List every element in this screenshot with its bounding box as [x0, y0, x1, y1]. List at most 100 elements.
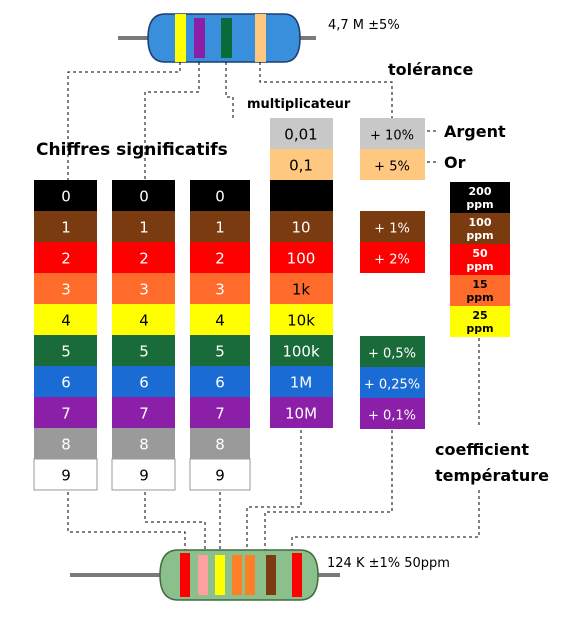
digit1-value: 4 — [61, 312, 71, 330]
digit1-cell: 7 — [34, 397, 97, 428]
digit1-swatch — [34, 335, 97, 366]
digit2-value: 3 — [139, 281, 149, 299]
temperature-swatch — [450, 244, 510, 275]
multiplier-cell: 1M — [270, 366, 333, 397]
connector-bottom-digit2 — [144, 492, 206, 552]
digit1-cell: 1 — [34, 211, 97, 242]
digit2-cell: 0 — [112, 180, 175, 211]
top-resistor-label: 4,7 M ±5% — [328, 18, 400, 33]
digit3-swatch — [190, 428, 250, 459]
tolerance-value: + 5% — [374, 160, 410, 175]
digit2-value: 6 — [139, 374, 149, 392]
temperature-value: 15 — [472, 278, 487, 291]
digit3-swatch — [189, 458, 251, 491]
digit2-cell: 5 — [112, 335, 175, 366]
digit2-cell: 1 — [112, 211, 175, 242]
tolerance-value: + 10% — [370, 129, 414, 144]
temperature-swatch — [450, 306, 510, 337]
tolerance-cell: + 1% — [360, 211, 425, 242]
digit2-value: 8 — [139, 436, 149, 454]
digit1-cell: 5 — [34, 335, 97, 366]
digit3-cell: 2 — [190, 242, 250, 273]
digit1-value: 6 — [61, 374, 71, 392]
temperature-unit: ppm — [466, 291, 493, 304]
digit2-swatch — [112, 304, 175, 335]
digit3-value: 5 — [215, 343, 225, 361]
silver-label: Argent — [444, 122, 506, 141]
multiplier-swatch — [270, 366, 333, 397]
tolerance-swatch — [360, 367, 425, 398]
temperature-label-line2: température — [435, 466, 549, 485]
connector-bottom-multiplier — [246, 430, 302, 552]
digit1-swatch — [34, 428, 97, 459]
digit1-swatch — [34, 366, 97, 397]
temperature-cell: 50ppm — [450, 244, 510, 275]
digit1-swatch — [34, 211, 97, 242]
connector-tolerance — [259, 62, 393, 118]
temperature-value: 100 — [469, 216, 492, 229]
multiplier-cell: 10 — [270, 211, 333, 242]
digit2-cell: 3 — [112, 273, 175, 304]
digit3-cell: 5 — [190, 335, 250, 366]
digit2-value: 0 — [139, 188, 149, 206]
digit3-value: 8 — [215, 436, 225, 454]
digit3-swatch — [190, 180, 250, 211]
digit3-value: 2 — [215, 250, 225, 268]
tolerance-cell: + 2% — [360, 242, 425, 273]
digit3-cell: 6 — [190, 366, 250, 397]
digit3-value: 7 — [215, 405, 225, 423]
digit3-cell: 4 — [190, 304, 250, 335]
digit-column-2: 0 1 2 3 4 5 6 7 8 9 — [111, 180, 176, 491]
gold-label: Or — [444, 153, 466, 172]
multiplier-cell: 0,01 — [270, 118, 333, 149]
tolerance-swatch — [360, 242, 425, 273]
tolerance-value: + 2% — [374, 253, 410, 268]
digit2-cell: 8 — [112, 428, 175, 459]
multiplier-value: 10 — [291, 219, 310, 237]
multiplier-swatch — [270, 180, 333, 211]
digit2-swatch — [112, 428, 175, 459]
tolerance-swatch — [360, 398, 425, 429]
digit1-cell: 2 — [34, 242, 97, 273]
multiplier-swatch — [270, 211, 333, 242]
temperature-value: 25 — [472, 309, 487, 322]
digit3-swatch — [190, 211, 250, 242]
multiplier-value: 1k — [292, 281, 311, 299]
bottom-connectors — [67, 338, 480, 552]
significant-digits-label: Chiffres significatifs — [36, 140, 228, 160]
digit1-cell: 8 — [34, 428, 97, 459]
multiplier-value: 100k — [282, 343, 320, 361]
bottom-resistor-label: 124 K ±1% 50ppm — [327, 556, 450, 571]
digit1-cell: 9 — [33, 458, 98, 491]
digit2-value: 9 — [139, 467, 149, 485]
digit2-swatch — [111, 458, 176, 491]
digit1-value: 1 — [61, 219, 71, 237]
digit3-value: 1 — [215, 219, 225, 237]
multiplier-column: 0,01 0,1 10 100 1k 10k 100k 1M 10M — [270, 118, 333, 428]
multiplier-cell: 100k — [270, 335, 333, 366]
multiplier-cell: 0,1 — [270, 149, 333, 180]
multiplier-swatch — [270, 273, 333, 304]
digit2-value: 7 — [139, 405, 149, 423]
digit-column-3: 0 1 2 3 4 5 6 7 8 9 — [189, 180, 251, 491]
multiplier-swatch — [270, 118, 333, 149]
bottom-band-2 — [198, 555, 208, 595]
digit2-swatch — [112, 242, 175, 273]
tolerance-swatch — [360, 336, 425, 367]
digit2-value: 4 — [139, 312, 149, 330]
digit3-swatch — [190, 273, 250, 304]
digit2-cell: 4 — [112, 304, 175, 335]
digit3-swatch — [190, 335, 250, 366]
digit3-swatch — [190, 304, 250, 335]
digit2-value: 2 — [139, 250, 149, 268]
digit3-value: 3 — [215, 281, 225, 299]
top-band-3 — [221, 18, 232, 58]
bottom-band-6 — [266, 555, 276, 595]
digit1-value: 2 — [61, 250, 71, 268]
temperature-value: 200 — [469, 185, 492, 198]
digit3-cell: 9 — [189, 458, 251, 491]
multiplier-value: 100 — [287, 250, 316, 268]
